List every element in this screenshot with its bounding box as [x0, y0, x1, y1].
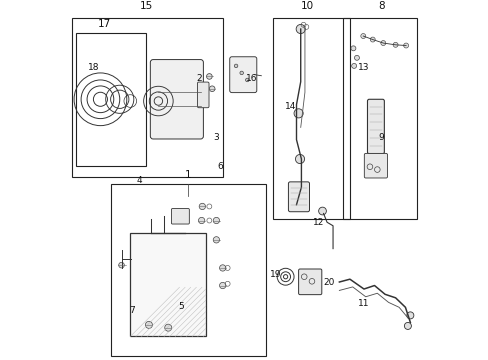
Circle shape: [403, 43, 408, 48]
Circle shape: [406, 312, 413, 319]
Circle shape: [380, 41, 385, 45]
Circle shape: [295, 154, 304, 163]
Text: 8: 8: [377, 1, 384, 12]
Circle shape: [199, 203, 205, 210]
Text: 12: 12: [312, 218, 324, 227]
Text: 3: 3: [213, 134, 219, 143]
Text: 17: 17: [97, 19, 110, 29]
Text: 15: 15: [139, 1, 152, 12]
Circle shape: [360, 33, 365, 39]
Text: 1: 1: [184, 170, 191, 180]
Circle shape: [318, 207, 325, 215]
FancyBboxPatch shape: [130, 233, 205, 337]
Text: 9: 9: [378, 134, 384, 143]
Circle shape: [219, 282, 225, 289]
Text: 13: 13: [358, 63, 369, 72]
Text: 10: 10: [301, 1, 314, 12]
Circle shape: [245, 78, 248, 82]
Circle shape: [145, 321, 152, 328]
Circle shape: [350, 46, 355, 51]
Circle shape: [392, 42, 397, 47]
Circle shape: [198, 217, 204, 224]
Circle shape: [404, 323, 410, 329]
Circle shape: [351, 63, 356, 68]
Text: 18: 18: [87, 63, 99, 72]
Circle shape: [213, 217, 219, 224]
Circle shape: [354, 55, 359, 60]
Circle shape: [293, 109, 303, 118]
Text: 7: 7: [129, 306, 135, 315]
Text: 5: 5: [178, 302, 184, 311]
Text: 6: 6: [217, 162, 223, 171]
FancyBboxPatch shape: [298, 269, 321, 294]
FancyBboxPatch shape: [364, 153, 386, 178]
Circle shape: [213, 237, 219, 243]
Text: 14: 14: [284, 102, 295, 111]
Circle shape: [119, 262, 124, 268]
Circle shape: [164, 324, 171, 331]
Text: 11: 11: [358, 298, 369, 307]
FancyBboxPatch shape: [150, 59, 203, 139]
FancyBboxPatch shape: [171, 208, 189, 224]
FancyBboxPatch shape: [197, 82, 208, 108]
FancyBboxPatch shape: [229, 57, 256, 93]
Text: 20: 20: [323, 278, 334, 287]
FancyBboxPatch shape: [367, 99, 384, 154]
Circle shape: [369, 37, 374, 42]
Circle shape: [240, 71, 243, 75]
Text: 16: 16: [245, 74, 257, 83]
FancyBboxPatch shape: [288, 182, 309, 212]
Circle shape: [209, 86, 215, 91]
Text: 19: 19: [270, 270, 281, 279]
Circle shape: [206, 74, 212, 79]
Text: 4: 4: [136, 176, 142, 185]
Circle shape: [234, 64, 237, 68]
Text: 2: 2: [196, 74, 201, 83]
Circle shape: [296, 24, 305, 33]
Circle shape: [219, 265, 225, 271]
